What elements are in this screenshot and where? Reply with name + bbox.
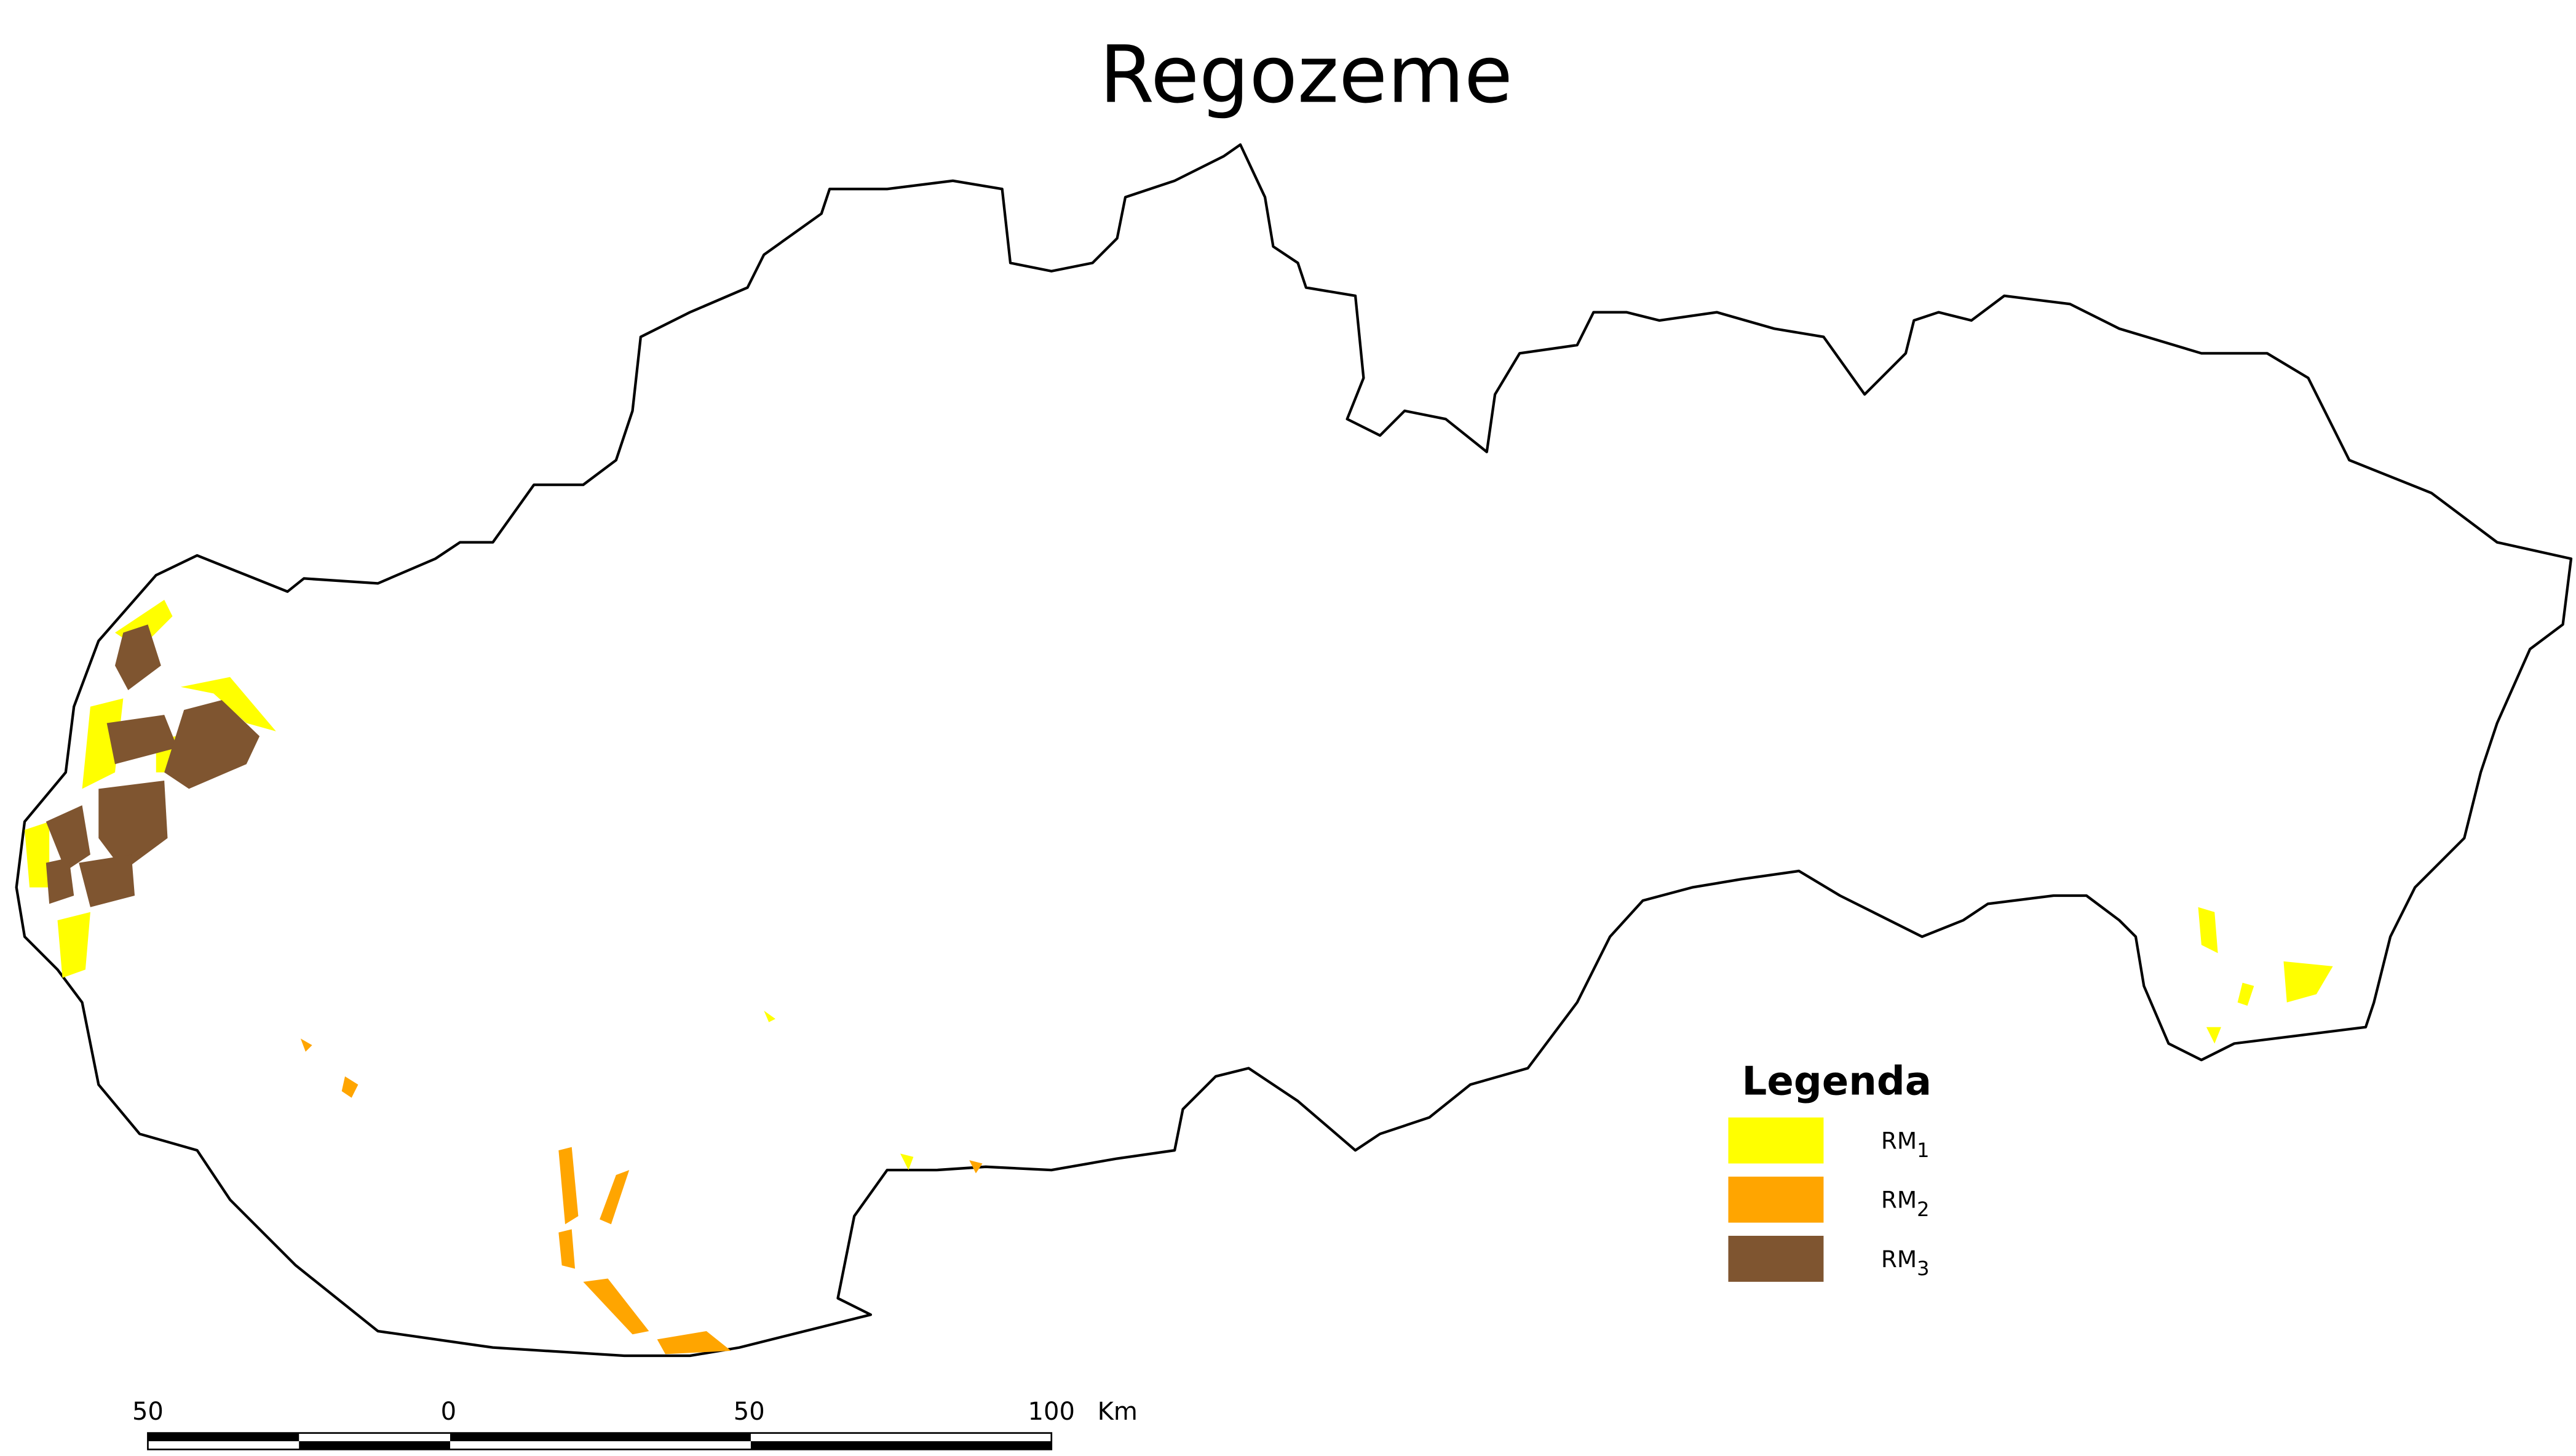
rm1-patches (25, 600, 2333, 1171)
scale-bar-segment (299, 1441, 451, 1450)
legend-swatch (1728, 1236, 1824, 1282)
legend-title: Legenda (1742, 1058, 1932, 1104)
country-outline (15, 143, 2573, 1358)
scale-bar-segment (148, 1433, 299, 1441)
legend-label-sub: 3 (1917, 1257, 1929, 1280)
legend-label-sub: 2 (1917, 1198, 1929, 1221)
scale-label: 100 (1028, 1398, 1075, 1426)
scale-label: 50 (734, 1398, 765, 1426)
scale-bar: 50 0 50 100 Km (132, 1398, 1138, 1450)
legend-label: RM2 (1881, 1187, 1930, 1221)
legend-label-sub: 1 (1917, 1139, 1929, 1162)
map-title: Regozeme (1100, 30, 1513, 121)
legend-swatch (1728, 1117, 1824, 1164)
rm3-patches (46, 624, 260, 907)
legend-label-main: RM (1881, 1246, 1917, 1273)
scale-bar-segment (750, 1441, 1052, 1450)
legend-swatch (1728, 1176, 1824, 1223)
scale-label: 50 (132, 1398, 164, 1426)
scale-label: 0 (441, 1398, 456, 1426)
scale-unit: Km (1098, 1398, 1138, 1426)
legend-label: RM1 (1881, 1127, 1930, 1161)
legend-label-main: RM (1881, 1127, 1917, 1154)
legend-label: RM3 (1881, 1246, 1930, 1280)
legend-label-main: RM (1881, 1187, 1917, 1214)
soil-patches (25, 600, 2333, 1355)
rm2-patches (300, 1038, 983, 1355)
scale-bar-segment (450, 1433, 751, 1441)
